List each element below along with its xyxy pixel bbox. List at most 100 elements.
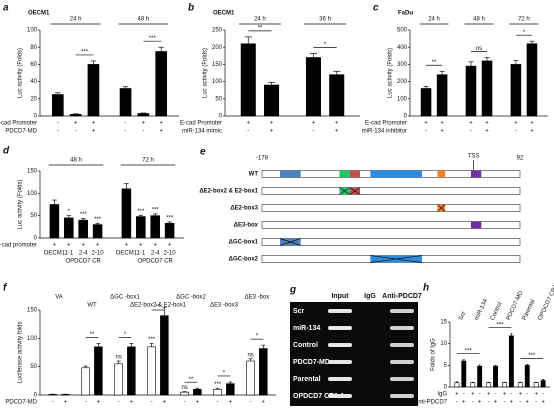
- group-label: WT: [87, 303, 97, 309]
- bar: [87, 64, 100, 117]
- bar: [127, 346, 136, 396]
- y-tick-label: 0: [34, 114, 38, 120]
- y-tick-label: 150: [212, 62, 223, 68]
- bar: [526, 43, 538, 117]
- bar: [240, 43, 256, 117]
- bar: [436, 74, 448, 117]
- bar: [470, 382, 476, 388]
- y-tick-label: 200: [397, 79, 408, 85]
- gel-row-label: Parental: [293, 376, 321, 383]
- condition-label: miR-134 mimic: [182, 129, 222, 135]
- condition-sign: +: [525, 400, 529, 406]
- deletion-cross: [279, 238, 301, 246]
- condition-sign: +: [455, 392, 459, 398]
- position-end: 92: [517, 156, 524, 162]
- bar: [51, 94, 64, 117]
- gel-row-label: PDCD7-MD: [293, 359, 330, 366]
- condition-sign: +: [97, 400, 101, 406]
- gel-column-label: IgG: [364, 293, 376, 300]
- significance-label: ***: [528, 353, 536, 359]
- condition-label: E-cad Promoter: [0, 121, 37, 127]
- condition-sign: -: [515, 129, 517, 135]
- condition-sign: -: [510, 392, 512, 398]
- condition-sign: -: [312, 129, 314, 135]
- gel-row-label: miR-134: [293, 325, 320, 332]
- bar: [517, 382, 523, 388]
- condition-sign: +: [153, 243, 157, 249]
- bar: [114, 363, 123, 396]
- condition-sign: -: [52, 400, 54, 406]
- bar: [533, 382, 539, 388]
- y-tick-label: 40: [30, 79, 37, 85]
- significance-label: ***: [81, 50, 89, 56]
- condition-sign: -: [526, 392, 528, 398]
- bar: [264, 84, 280, 117]
- condition-sign: +: [424, 121, 428, 127]
- group-label: ΔE2-box2 & E2-box1: [130, 303, 187, 309]
- band: [390, 343, 414, 347]
- y-axis-label: Luciferase activity folds: [18, 321, 24, 383]
- bar: [81, 367, 90, 396]
- y-tick-label: 15: [440, 320, 447, 326]
- condition-sign: +: [312, 121, 316, 127]
- condition-sign: +: [53, 243, 57, 249]
- gel-column-label: Input: [331, 293, 349, 300]
- y-tick-label: 300: [397, 62, 408, 68]
- condition-sign: -: [472, 400, 474, 406]
- construct-label: WT: [249, 172, 259, 178]
- condition-sign: -: [125, 121, 127, 127]
- significance-label: *: [324, 42, 327, 48]
- bar-label: 2-10: [164, 251, 177, 257]
- element-box: [280, 170, 301, 178]
- deletion-cross: [339, 187, 350, 195]
- group-label: miR-134: [474, 298, 489, 322]
- bar: [78, 219, 88, 239]
- condition-sign: +: [503, 392, 507, 398]
- condition-sign: +: [74, 121, 78, 127]
- significance-label: *: [523, 30, 526, 36]
- bar: [119, 88, 132, 117]
- deletion-cross: [349, 187, 361, 195]
- chart-title: FaDu: [398, 11, 413, 17]
- group-label: VA: [55, 295, 63, 301]
- bar-label: 2-4: [151, 251, 160, 257]
- band: [390, 360, 414, 364]
- group-sublabel: OPDCD7 CR: [66, 259, 102, 265]
- bar: [465, 65, 477, 117]
- position-start: -178: [256, 156, 269, 162]
- condition-sign: +: [469, 121, 473, 127]
- bar: [493, 365, 498, 388]
- group-label: 48 h: [138, 17, 150, 23]
- condition-sign: +: [163, 400, 167, 406]
- element-box: [339, 170, 350, 178]
- bar: [246, 360, 255, 396]
- construct-label: ΔGC-box2: [229, 257, 259, 263]
- condition-sign: -: [75, 129, 77, 135]
- y-axis-label: Folds of IgG: [431, 338, 437, 371]
- group-label: Control: [490, 301, 504, 321]
- bar-label: 1-1: [64, 251, 73, 257]
- condition-sign: +: [270, 121, 274, 127]
- band: [328, 360, 352, 364]
- gel-row-label: OPDCD7 CR1-1: [293, 393, 344, 400]
- condition-sign: +: [485, 121, 489, 127]
- y-tick-label: 500: [397, 28, 408, 34]
- condition-sign: -: [217, 400, 219, 406]
- group-label: ΔGC -box1: [110, 295, 140, 301]
- condition-sign: +: [96, 243, 100, 249]
- condition-sign: +: [168, 243, 172, 249]
- condition-sign: -: [184, 400, 186, 406]
- y-tick-label: 0: [219, 114, 223, 120]
- bar-label: OECM1: [44, 251, 66, 257]
- y-tick-label: 150: [27, 169, 38, 175]
- condition-sign: +: [519, 392, 523, 398]
- construct-label: ΔE2-box3: [230, 206, 258, 212]
- panel-letter: d: [3, 146, 10, 157]
- chart-title: OECM1: [28, 11, 50, 17]
- y-axis-label: Luc activity (Folds): [388, 48, 394, 98]
- significance-label: **: [258, 25, 263, 31]
- y-axis-label: Luc activity (Folds): [18, 48, 24, 98]
- bar: [136, 216, 146, 239]
- group-label: 48 h: [70, 158, 82, 164]
- condition-sign: -: [118, 400, 120, 406]
